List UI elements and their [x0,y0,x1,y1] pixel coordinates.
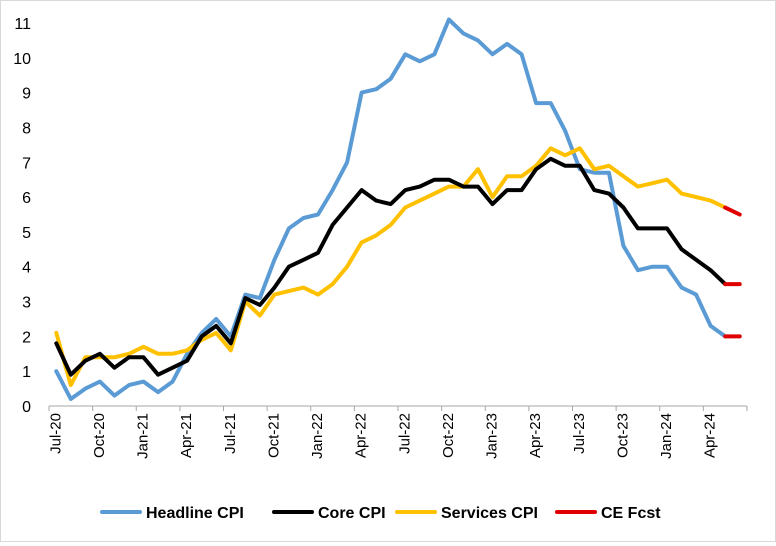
y-tick-label: 10 [13,51,31,68]
y-tick-label: 0 [22,399,31,416]
legend: Headline CPI Core CPI Services CPI CE Fcst [100,505,661,522]
x-tick-label: Oct-20 [91,413,108,458]
legend-label: Core CPI [318,505,386,522]
y-tick-label: 2 [22,329,31,346]
y-tick-label: 1 [22,364,31,381]
y-tick-label: 7 [22,155,31,172]
x-tick-label: Jan-21 [135,413,152,459]
forecast-segment [723,205,742,217]
y-tick-label: 9 [22,86,31,103]
x-tick-label: Apr-24 [702,413,719,458]
x-tick-label: Apr-22 [353,413,370,458]
series-line-services-cpi [54,146,728,388]
x-tick-label: Oct-21 [265,413,282,458]
x-axis-ticks: Jul-20 Oct-20 Jan-21 Apr-21 Jul-21 Oct-21 Jan-… [47,406,748,459]
y-tick-label: 8 [22,120,31,137]
x-tick-label: Jan-23 [484,413,501,459]
y-tick-label: 5 [22,225,31,242]
x-tick-label: Jul-22 [396,413,413,454]
y-tick-label: 11 [14,16,31,33]
legend-label: Headline CPI [146,505,244,522]
x-tick-label: Jan-24 [658,413,675,459]
x-tick-label: Jul-20 [47,413,64,454]
x-tick-label: Apr-21 [178,413,195,458]
legend-label: CE Fcst [601,505,661,522]
y-tick-label: 6 [22,190,31,207]
x-tick-label: Jan-22 [309,413,326,459]
series-line-core-cpi [54,156,728,377]
legend-label: Services CPI [441,505,538,522]
x-tick-label: Apr-23 [527,413,544,458]
y-tick-label: 3 [22,295,31,312]
y-tick-label: 4 [22,260,31,277]
x-tick-label: Jul-23 [571,413,588,454]
x-tick-label: Jul-21 [222,413,239,454]
x-tick-label: Oct-23 [614,413,631,458]
x-tick-label: Oct-22 [440,413,457,458]
series-layer [54,17,742,401]
y-axis-ticks: 0 1 2 3 4 5 6 7 8 9 10 11 [13,16,31,416]
